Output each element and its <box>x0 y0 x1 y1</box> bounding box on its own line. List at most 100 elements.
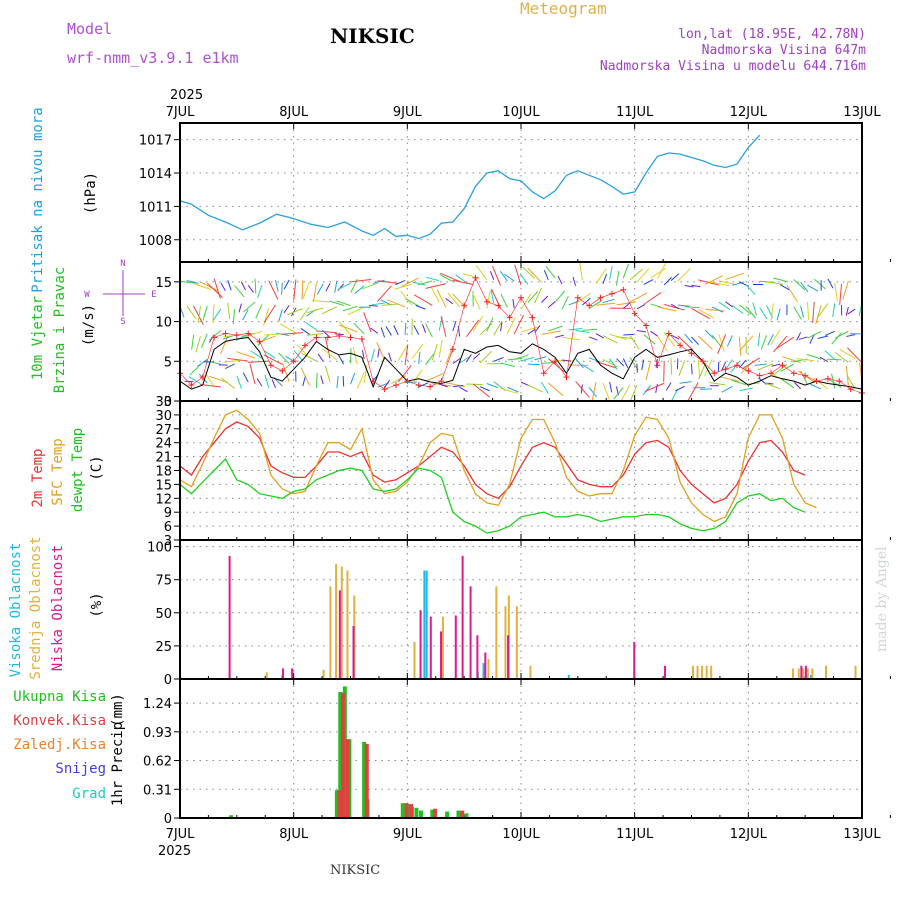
wind-arrow <box>547 382 564 397</box>
clouds-bar <box>811 668 814 679</box>
precip-bar <box>364 743 369 818</box>
wind-arrow <box>500 387 518 394</box>
precip-bar <box>430 809 435 818</box>
wind-arrow <box>800 305 805 318</box>
wind-arrow <box>670 273 680 282</box>
wind-arrow <box>438 339 443 358</box>
y-tick-label: 3 <box>164 534 172 549</box>
clouds-bar <box>484 652 487 679</box>
gust-marker <box>302 342 309 349</box>
precip-bar <box>456 810 461 818</box>
wind-arrow <box>527 291 539 303</box>
wind-arrow <box>293 279 297 301</box>
cloud-ylabel-group: Visoka Oblacnost Srednja Oblacnost Niska… <box>8 536 105 679</box>
wind-arrow <box>824 350 836 360</box>
gust-marker <box>506 314 513 321</box>
wind-arrow <box>503 273 515 282</box>
wind-arrow <box>834 351 849 363</box>
time-axis-bottom: 7JUL 8JUL 9JUL 10JUL 11JUL 12JUL 13JUL <box>166 827 882 842</box>
wind-arrow <box>306 333 324 336</box>
wind-arrow <box>738 304 752 315</box>
wind-arrow <box>847 308 856 315</box>
gust-marker <box>381 386 388 393</box>
wind-arrow <box>209 375 228 383</box>
legend-grad: Grad <box>72 786 106 802</box>
wind-arrow <box>776 308 781 321</box>
wind-arrow <box>385 326 392 336</box>
time-tick-label: 11JUL <box>616 105 654 120</box>
y-tick-label: 18 <box>155 465 172 480</box>
wind-arrow <box>490 289 495 304</box>
wind-arrow <box>242 372 249 383</box>
clouds-bar <box>440 631 443 679</box>
clouds-bar <box>476 635 479 679</box>
gust-marker <box>597 294 604 301</box>
wind-arrow <box>771 363 781 367</box>
wind-arrow <box>238 303 242 313</box>
wind-arrow <box>422 324 426 333</box>
clouds-bar <box>338 590 341 679</box>
wind-arrow <box>541 295 549 303</box>
wind-arrow <box>527 267 542 283</box>
wind-arrow <box>418 351 421 364</box>
wind-arrow <box>575 329 589 333</box>
wind-arrow <box>440 272 460 282</box>
gust-marker <box>768 370 775 377</box>
wind-arrow <box>493 356 504 362</box>
wind-arrow <box>338 282 351 290</box>
wind-arrow <box>770 329 781 346</box>
wind-arrow <box>249 363 256 385</box>
wind-arrow <box>711 334 722 348</box>
elevation-label: Nadmorska Visina 647m <box>702 43 867 58</box>
wind-arrow <box>376 341 386 361</box>
wind-arrow <box>595 333 605 339</box>
wind-arrow <box>191 334 195 350</box>
clouds-bar <box>482 663 485 679</box>
wind-arrow <box>817 303 829 318</box>
wind-arrow <box>329 300 344 306</box>
wind-arrow <box>527 363 540 366</box>
wind-arrow <box>193 305 204 325</box>
wind-arrow <box>352 346 358 365</box>
gust-marker <box>790 370 797 377</box>
wind-arrow <box>472 383 490 398</box>
gust-marker <box>836 378 843 385</box>
clouds-bar <box>346 570 349 679</box>
wind-arrow <box>770 303 774 322</box>
wind-arrow <box>500 293 508 308</box>
wind-arrow <box>826 358 842 361</box>
wind-arrow <box>739 387 753 392</box>
wind-arrow <box>663 277 672 286</box>
meteogram-label: Meteogram <box>520 0 607 18</box>
clouds-bar <box>633 641 636 679</box>
wind-arrow <box>636 329 646 333</box>
wind-arrow <box>417 280 433 286</box>
wind-arrow <box>775 336 795 350</box>
wind-arrow <box>561 295 569 310</box>
wind-arrow <box>677 304 690 307</box>
wind-arrow <box>602 273 608 285</box>
wind-arrow <box>718 301 731 311</box>
wind-arrow <box>283 279 290 290</box>
wind-arrow <box>522 266 535 279</box>
wind-arrow <box>534 325 541 333</box>
wind-arrow <box>616 336 633 339</box>
wind-arrow <box>670 303 679 310</box>
model-name: wrf-nmm_v3.9.1 e1km <box>67 49 239 67</box>
gust-marker <box>847 386 854 393</box>
wind-arrow <box>425 372 444 382</box>
wind-arrow <box>609 358 618 370</box>
location-label: lon,lat (18.95E, 42.78N) <box>678 27 866 42</box>
wind-arrow <box>726 335 733 347</box>
wind-arrow <box>687 382 699 401</box>
wind-arrow <box>847 347 863 364</box>
wind-arrow <box>405 298 419 307</box>
gust-marker <box>461 302 468 309</box>
wind-arrow <box>370 327 379 334</box>
clouds-bar <box>265 672 268 679</box>
wind-arrow <box>616 358 625 367</box>
pressure-ylabel-group: Pritisak na nivou mora (hPa) <box>30 107 99 292</box>
wind-arrow <box>580 384 583 394</box>
